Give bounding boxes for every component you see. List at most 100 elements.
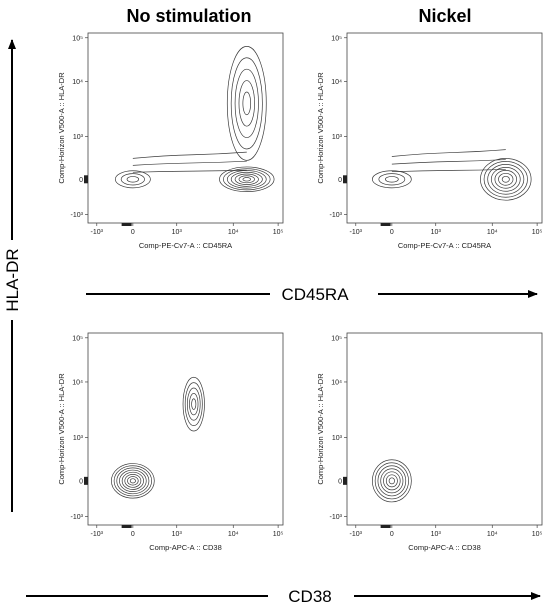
- contour-line: [498, 172, 514, 186]
- contour-line: [494, 169, 517, 189]
- x-tick-label: 0: [390, 531, 394, 538]
- x-tick-label: 0: [131, 531, 135, 538]
- contour-line: [234, 173, 259, 185]
- y-tick-label: 10⁴: [72, 79, 83, 86]
- column-title-no-stimulation: No stimulation: [127, 6, 252, 26]
- contour-line: [372, 170, 412, 189]
- y-tick-label: 10³: [73, 134, 84, 141]
- contour-line: [114, 170, 151, 189]
- plot-nickel-cd38: -10³ -10³ 0 0 10³ 10³ 10⁴ 10⁴ 10⁵ 10⁵ Comp-APC-A :…: [316, 332, 543, 552]
- contour-line: [383, 471, 401, 491]
- contour-line: [119, 469, 147, 492]
- x-tick-label: 10⁴: [487, 229, 498, 236]
- contour-line: [226, 170, 267, 189]
- contour-line: [230, 171, 263, 187]
- row-label-cd38: CD38: [288, 587, 331, 606]
- contour-line: [385, 474, 398, 488]
- contour-line: [121, 471, 144, 490]
- contour-line: [377, 465, 407, 497]
- column-title-nickel: Nickel: [418, 6, 471, 26]
- contour-line: [391, 159, 506, 165]
- y-tick-label: 10⁴: [331, 79, 342, 86]
- contour-line: [480, 158, 532, 201]
- y-tick-label: 10³: [73, 435, 84, 442]
- x-tick-label: 10⁵: [273, 229, 284, 236]
- contour-line: [127, 476, 139, 486]
- contour-line: [223, 168, 271, 191]
- plot-no-stimulation-cd38: -10³ -10³ 0 0 10³ 10³ 10⁴ 10⁴ 10⁵ 10⁵ Comp-APC-A :…: [57, 332, 284, 552]
- y-tick-label: -10³: [71, 212, 84, 219]
- x-tick-label: 0: [131, 229, 135, 236]
- contour-line: [378, 173, 406, 186]
- y-tick-label: -10³: [330, 212, 343, 219]
- y-tick-label: 0: [79, 478, 83, 485]
- x-tick-label: 10⁵: [273, 531, 284, 538]
- x-tick-label: 10⁵: [532, 229, 543, 236]
- y-tick-label: -10³: [71, 514, 84, 521]
- x-tick-label: 10³: [172, 229, 183, 236]
- plot-frame: [346, 32, 543, 224]
- contour-line: [126, 176, 140, 183]
- plot-frame: [87, 32, 284, 224]
- contour-line: [191, 398, 197, 410]
- x-axis-title: Comp-APC-A :: CD38: [149, 543, 222, 552]
- x-tick-label: 10³: [172, 531, 183, 538]
- x-tick-label: 10³: [431, 531, 442, 538]
- x-axis-title: Comp-APC-A :: CD38: [408, 543, 481, 552]
- contour-line: [483, 161, 528, 198]
- contour-line: [238, 80, 255, 127]
- axis-event-stack: [380, 223, 391, 226]
- x-tick-label: 10⁵: [532, 531, 543, 538]
- side-label-hla-dr: HLA-DR: [3, 248, 22, 311]
- contour-line: [226, 46, 267, 161]
- contour-line: [186, 387, 201, 421]
- axis-event-stack: [84, 476, 88, 485]
- contour-line: [380, 468, 404, 494]
- y-axis-title: Comp-Horizon V500-A :: HLA-DR: [316, 72, 325, 184]
- y-tick-label: 0: [79, 177, 83, 184]
- contour-line: [388, 477, 395, 485]
- contour-line: [184, 382, 203, 426]
- row-label-cd45ra: CD45RA: [281, 285, 349, 304]
- contour-line: [189, 393, 199, 416]
- y-tick-label: 10⁵: [72, 35, 83, 42]
- contour-line: [132, 169, 247, 173]
- y-tick-label: 10³: [332, 134, 343, 141]
- contour-line: [490, 167, 521, 192]
- contour-line: [116, 467, 150, 495]
- y-axis-title: Comp-Horizon V500-A :: HLA-DR: [316, 373, 325, 485]
- contour-line: [238, 175, 255, 184]
- contour-line: [374, 462, 409, 500]
- x-tick-label: 10⁴: [228, 229, 239, 236]
- y-tick-label: 10⁵: [331, 335, 342, 342]
- axis-event-stack: [121, 223, 132, 226]
- y-tick-label: 10⁵: [72, 335, 83, 342]
- plot-no-stimulation-cd45ra: -10³ -10³ 0 0 10³ 10³ 10⁴ 10⁴ 10⁵ 10⁵ Comp-PE-Cv7-…: [57, 32, 284, 250]
- contour-line: [501, 175, 510, 183]
- contour-line: [391, 169, 506, 173]
- y-tick-label: 10⁴: [331, 379, 342, 386]
- y-axis-title: Comp-Horizon V500-A :: HLA-DR: [57, 72, 66, 184]
- contour-line: [372, 459, 412, 503]
- plot-frame: [87, 332, 284, 526]
- y-tick-label: 0: [338, 177, 342, 184]
- contour-line: [129, 478, 136, 484]
- x-tick-label: -10³: [91, 229, 104, 236]
- axis-event-stack: [343, 476, 347, 485]
- x-axis-title: Comp-PE-Cv7-A :: CD45RA: [398, 241, 491, 250]
- contour-line: [111, 463, 155, 499]
- x-tick-label: 10⁴: [228, 531, 239, 538]
- contour-line: [391, 149, 506, 157]
- x-axis-title: Comp-PE-Cv7-A :: CD45RA: [139, 241, 232, 250]
- contour-line: [113, 465, 152, 497]
- contour-line: [234, 68, 259, 138]
- contour-line: [487, 164, 525, 195]
- axis-event-stack: [84, 175, 88, 184]
- contour-line: [124, 474, 142, 488]
- x-tick-label: -10³: [91, 531, 104, 538]
- x-tick-label: 10⁴: [487, 531, 498, 538]
- contour-line: [385, 176, 399, 183]
- y-axis-title: Comp-Horizon V500-A :: HLA-DR: [57, 373, 66, 485]
- y-tick-label: 10³: [332, 435, 343, 442]
